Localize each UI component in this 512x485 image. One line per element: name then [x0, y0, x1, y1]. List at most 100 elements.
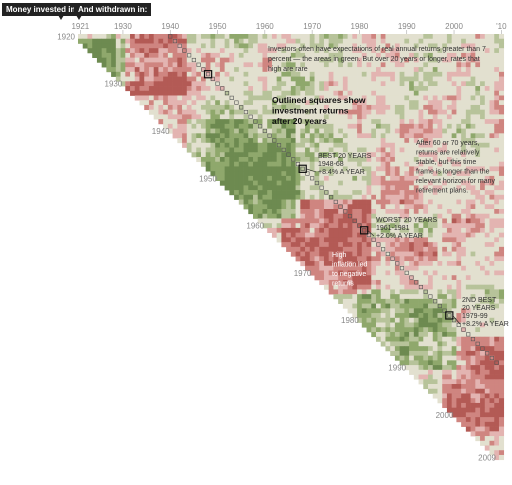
heatmap-cell	[219, 76, 225, 82]
heatmap-cell	[172, 57, 178, 63]
heatmap-cell	[375, 123, 382, 129]
heatmap-cell	[267, 180, 273, 186]
heatmap-cell	[333, 71, 339, 77]
heatmap-cell	[305, 209, 311, 215]
heatmap-cell	[328, 119, 334, 125]
heatmap-cell	[248, 90, 254, 96]
heatmap-cell	[286, 180, 292, 186]
heatmap-cell	[428, 289, 434, 295]
heatmap-cell	[338, 156, 344, 163]
heatmap-cell	[323, 100, 330, 106]
heatmap-cell	[163, 90, 169, 96]
heatmap-cell	[465, 52, 471, 58]
annotation-line: 1979-99	[462, 313, 488, 320]
heatmap-cell	[158, 43, 164, 49]
heatmap-cell	[224, 95, 230, 101]
heatmap-cell	[451, 119, 457, 125]
heatmap-cell	[186, 90, 192, 96]
heatmap-cell	[328, 123, 334, 129]
heatmap-cell	[442, 374, 448, 380]
heatmap-cell	[158, 90, 164, 96]
heatmap-cell	[205, 34, 211, 40]
heatmap-cell	[442, 180, 448, 186]
heatmap-cell	[375, 71, 382, 77]
heatmap-cell	[366, 185, 372, 191]
heatmap-cell	[489, 275, 495, 281]
heatmap-cell	[357, 161, 363, 167]
heatmap-cell	[342, 81, 348, 87]
heatmap-cell	[309, 166, 315, 172]
heatmap-cell	[409, 62, 415, 68]
heatmap-cell	[267, 109, 273, 115]
heatmap-cell	[461, 256, 467, 262]
heatmap-cell	[385, 152, 391, 158]
heatmap-cell	[404, 246, 410, 252]
heatmap-cell	[248, 166, 254, 172]
heatmap-cell	[305, 265, 311, 271]
heatmap-cell	[432, 265, 438, 271]
heatmap-cell	[300, 190, 306, 196]
heatmap-cell	[314, 71, 320, 77]
heatmap-cell	[148, 86, 155, 92]
heatmap-cell	[328, 227, 334, 234]
heatmap-cell	[205, 109, 211, 115]
heatmap-cell	[465, 417, 471, 423]
heatmap-cell	[172, 34, 178, 40]
heatmap-cell	[418, 161, 424, 167]
heatmap-cell	[295, 171, 301, 177]
heatmap-cell	[394, 213, 400, 219]
heatmap-cell	[271, 76, 278, 82]
heatmap-cell	[196, 114, 202, 120]
heatmap-cell	[465, 86, 471, 92]
heatmap-cell	[375, 190, 382, 196]
heatmap-cell	[215, 114, 221, 120]
heatmap-cell	[281, 38, 287, 44]
heatmap-cell	[475, 426, 481, 432]
heatmap-cell	[357, 128, 363, 134]
heatmap-cell	[465, 402, 471, 409]
heatmap-cell	[409, 223, 415, 229]
heatmap-cell	[375, 147, 382, 153]
heatmap-cell	[257, 95, 263, 101]
heatmap-cell	[437, 379, 443, 385]
heatmap-cell	[347, 119, 353, 125]
heatmap-cell	[461, 133, 467, 139]
heatmap-cell	[480, 440, 486, 446]
heatmap-cell	[451, 227, 457, 234]
heatmap-cell	[300, 246, 306, 252]
heatmap-cell	[489, 213, 495, 219]
heatmap-cell	[475, 388, 481, 394]
heatmap-cell	[437, 204, 443, 210]
heatmap-cell	[470, 90, 476, 96]
heatmap-cell	[347, 109, 353, 115]
heatmap-cell	[498, 261, 505, 267]
heatmap-cell	[465, 355, 471, 361]
heatmap-cell	[172, 133, 178, 139]
heatmap-cell	[498, 365, 505, 371]
heatmap-cell	[191, 114, 197, 120]
heatmap-cell	[219, 52, 225, 58]
heatmap-cell	[475, 336, 481, 342]
heatmap-cell	[380, 185, 386, 191]
heatmap-cell	[375, 313, 382, 319]
heatmap-cell	[465, 308, 471, 314]
heatmap-cell	[461, 379, 467, 385]
heatmap-cell	[418, 81, 424, 87]
heatmap-cell	[475, 128, 481, 134]
heatmap-cell	[418, 185, 424, 191]
annotation-line: returns are relatively	[416, 150, 480, 157]
heatmap-cell	[404, 175, 410, 181]
heatmap-cell	[271, 142, 278, 148]
heatmap-cell	[262, 123, 268, 129]
heatmap-cell	[342, 166, 348, 172]
heatmap-cell	[489, 152, 495, 158]
heatmap-cell	[253, 67, 259, 73]
heatmap-cell	[295, 227, 301, 234]
heatmap-cell	[342, 303, 348, 309]
heatmap-cell	[153, 86, 159, 92]
heatmap-cell	[295, 242, 301, 248]
heatmap-cell	[253, 133, 259, 139]
heatmap-cell	[243, 62, 249, 68]
heatmap-cell	[489, 171, 495, 177]
heatmap-cell	[286, 81, 292, 87]
